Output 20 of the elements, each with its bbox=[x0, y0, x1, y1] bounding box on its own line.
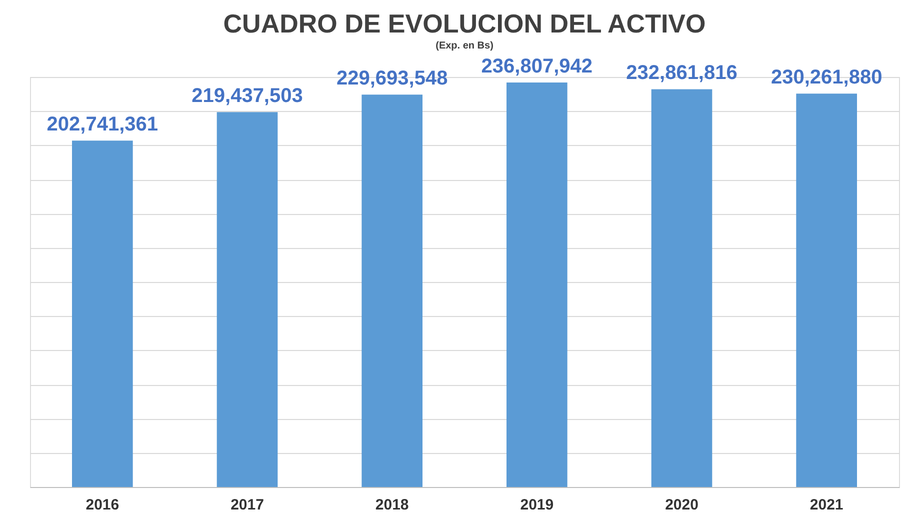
bar bbox=[72, 140, 133, 487]
bar bbox=[796, 94, 857, 487]
x-tick-label: 2020 bbox=[665, 496, 698, 514]
x-tick-label: 2021 bbox=[810, 496, 844, 514]
x-tick-label: 2019 bbox=[520, 496, 554, 514]
bar bbox=[362, 94, 422, 487]
bar bbox=[506, 82, 568, 487]
bar bbox=[651, 89, 712, 487]
x-tick-label: 2017 bbox=[230, 496, 264, 514]
data-label: 219,437,503 bbox=[192, 85, 303, 108]
data-label: 230,261,880 bbox=[770, 66, 882, 89]
bar bbox=[216, 112, 278, 487]
data-label: 202,741,361 bbox=[46, 114, 158, 136]
x-tick-label: 2018 bbox=[375, 496, 409, 514]
data-label: 232,861,816 bbox=[626, 62, 738, 84]
data-label: 229,693,548 bbox=[336, 68, 448, 90]
data-label: 236,807,942 bbox=[481, 55, 593, 78]
x-tick-label: 2016 bbox=[86, 496, 120, 514]
chart-title: CUADRO DE EVOLUCION DEL ACTIVO bbox=[223, 8, 706, 38]
chart-subtitle: (Exp. en Bs) bbox=[436, 40, 494, 52]
